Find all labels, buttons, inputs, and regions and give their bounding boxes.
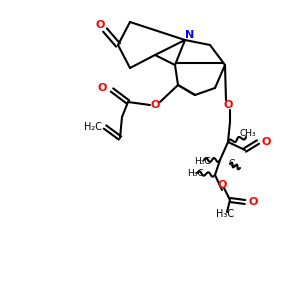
Text: O: O bbox=[150, 100, 160, 110]
Text: O: O bbox=[217, 180, 227, 190]
Text: H₂C: H₂C bbox=[84, 122, 102, 132]
Text: N: N bbox=[185, 30, 195, 40]
Text: H₃C: H₃C bbox=[216, 209, 234, 219]
Text: O: O bbox=[223, 100, 233, 110]
Text: H₃C: H₃C bbox=[187, 169, 203, 178]
Text: C: C bbox=[229, 158, 235, 167]
Text: O: O bbox=[97, 83, 107, 93]
Text: O: O bbox=[248, 197, 258, 207]
Text: O: O bbox=[261, 137, 271, 147]
Text: O: O bbox=[95, 20, 105, 30]
Text: H₃C: H₃C bbox=[194, 158, 210, 166]
Text: CH₃: CH₃ bbox=[240, 130, 256, 139]
